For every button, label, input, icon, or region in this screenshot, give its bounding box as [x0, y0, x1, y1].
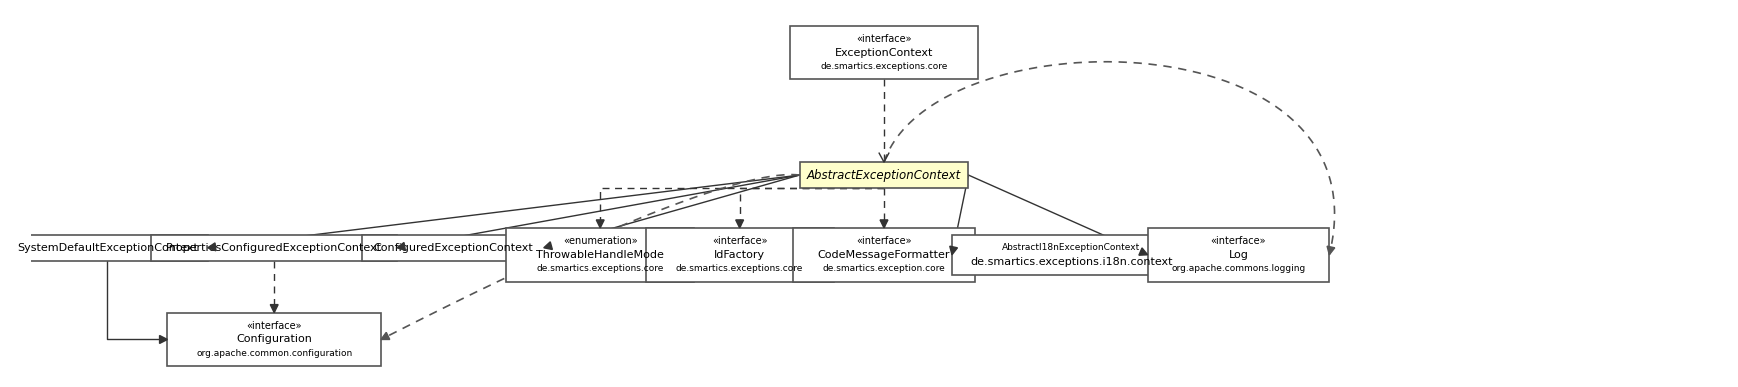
Text: ConfiguredExceptionContext: ConfiguredExceptionContext [374, 243, 534, 253]
Text: AbstractI18nExceptionContext: AbstractI18nExceptionContext [1003, 243, 1140, 252]
FancyBboxPatch shape [952, 235, 1191, 275]
FancyBboxPatch shape [362, 235, 544, 261]
FancyBboxPatch shape [791, 26, 978, 79]
Text: Configuration: Configuration [236, 334, 313, 344]
Text: de.smartics.exceptions.core: de.smartics.exceptions.core [537, 264, 664, 273]
Text: SystemDefaultExceptionContext: SystemDefaultExceptionContext [17, 243, 198, 253]
Text: AbstractExceptionContext: AbstractExceptionContext [806, 169, 961, 182]
Polygon shape [271, 305, 278, 313]
FancyBboxPatch shape [645, 228, 834, 282]
FancyBboxPatch shape [151, 235, 396, 261]
Text: PropertiesConfiguredExceptionContext: PropertiesConfiguredExceptionContext [167, 243, 382, 253]
Text: de.smartics.exception.core: de.smartics.exception.core [822, 264, 945, 273]
Polygon shape [735, 220, 744, 228]
Text: de.smartics.exceptions.core: de.smartics.exceptions.core [820, 62, 947, 71]
Text: «interface»: «interface» [247, 320, 302, 330]
Polygon shape [381, 332, 389, 339]
FancyBboxPatch shape [799, 162, 968, 188]
Polygon shape [1138, 248, 1147, 255]
Text: CodeMessageFormatter: CodeMessageFormatter [819, 250, 951, 260]
Text: «interface»: «interface» [857, 236, 912, 246]
Polygon shape [949, 246, 958, 255]
Text: de.smartics.exceptions.core: de.smartics.exceptions.core [676, 264, 803, 273]
Text: «interface»: «interface» [713, 236, 768, 246]
Polygon shape [596, 220, 605, 228]
Polygon shape [207, 243, 216, 251]
Text: org.apache.commons.logging: org.apache.commons.logging [1171, 264, 1305, 273]
Text: «enumeration»: «enumeration» [563, 236, 638, 246]
Text: «interface»: «interface» [857, 34, 912, 44]
Polygon shape [544, 242, 553, 250]
Text: «interface»: «interface» [1211, 236, 1267, 246]
FancyBboxPatch shape [7, 235, 207, 261]
FancyBboxPatch shape [793, 228, 975, 282]
Text: IdFactory: IdFactory [714, 250, 765, 260]
Text: org.apache.common.configuration: org.apache.common.configuration [196, 349, 353, 358]
Polygon shape [1328, 246, 1335, 255]
Polygon shape [396, 243, 405, 250]
Polygon shape [160, 336, 167, 343]
Text: Log: Log [1229, 250, 1248, 260]
Polygon shape [879, 220, 888, 228]
Text: de.smartics.exceptions.i18n.context: de.smartics.exceptions.i18n.context [970, 257, 1173, 267]
FancyBboxPatch shape [167, 313, 381, 366]
Text: ThrowableHandleMode: ThrowableHandleMode [537, 250, 664, 260]
Text: ExceptionContext: ExceptionContext [834, 48, 933, 58]
FancyBboxPatch shape [1147, 228, 1330, 282]
FancyBboxPatch shape [506, 228, 693, 282]
